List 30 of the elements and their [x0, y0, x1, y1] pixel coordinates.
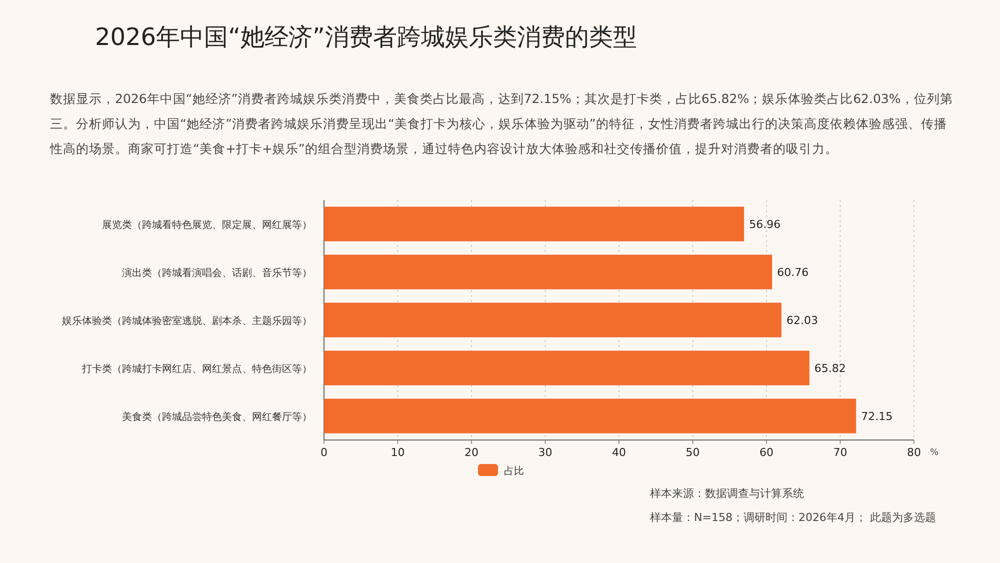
x-tick-label: 50 [686, 446, 700, 459]
x-tick-label: 20 [464, 446, 478, 459]
legend-label: 占比 [504, 465, 524, 477]
bar [324, 206, 744, 242]
x-tick-label: 0 [320, 446, 328, 459]
data-label: 72.15 [861, 410, 893, 423]
x-tick-label: 40 [612, 446, 626, 459]
text: 样本来源：数据调查与计算系统 [650, 487, 804, 500]
y-tick-label: 演出类（跨城看演唱会、话剧、音乐节等） [122, 267, 312, 279]
chart-title: 2026年中国“她经济”消费者跨城娱乐类消费的类型 [95, 23, 637, 51]
data-label: 62.03 [786, 314, 818, 327]
y-tick-label: 娱乐体验类（跨城体验密室逃脱、剧本杀、主题乐园等） [62, 315, 312, 327]
y-tick-label: 美食类（跨城品尝特色美食、网红餐厅等） [122, 411, 312, 423]
chart-subtitle: 数据显示，2026年中国“她经济”消费者跨城娱乐类消费中，美食类占比最高，达到72.15%；其次是打卡类，占比65.82%；娱乐体验类占比62.03%，位列第三。分析师认为，中国“她经济”消费者跨城娱乐消费呈现出“美食打卡为核心，娱乐体验为驱动”的特征，女性消费者跨城出行的决策高度依赖体验感强、传播性高的场景。商家可打造“美食+打卡+娱乐”的组合型消费场景，通过特色内容设计放大体验感和社交传播价值，提升对消费者的吸引力。 [50, 90, 954, 158]
bar [324, 350, 810, 386]
x-tick-label: 80 [907, 446, 921, 459]
x-tick-label: 10 [390, 446, 405, 459]
data-label: 56.96 [749, 218, 781, 231]
x-axis-title: % [930, 448, 939, 458]
data-label: 60.76 [777, 266, 809, 279]
text: 样本量：N=158；调研时间：2026年4月； 此题为多选题 [650, 511, 936, 524]
y-tick-label: 展览类（跨城看特色展览、限定展、网红展等） [102, 219, 312, 231]
x-tick-label: 60 [760, 446, 774, 459]
bar [324, 254, 772, 290]
bar [324, 398, 856, 434]
bar [324, 302, 782, 338]
y-tick-label: 打卡类（跨城打卡网红店、网红景点、特色街区等） [81, 363, 312, 375]
x-tick-label: 70 [833, 446, 848, 459]
data-label: 65.82 [814, 362, 846, 375]
x-tick-label: 30 [538, 446, 552, 459]
